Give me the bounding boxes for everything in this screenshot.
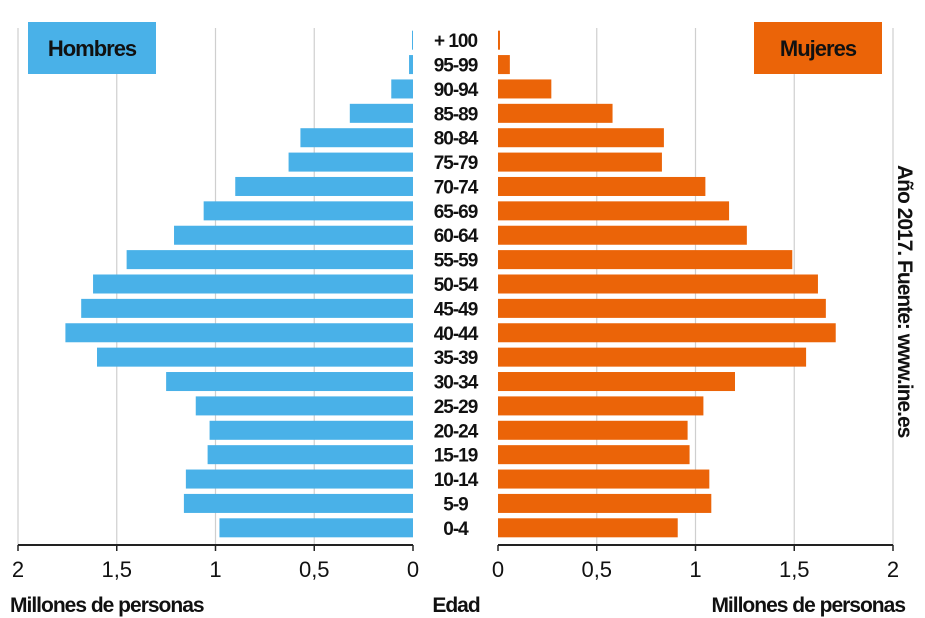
female-bar — [498, 396, 704, 416]
male-bar — [81, 298, 413, 318]
legend-hombres-label: Hombres — [48, 36, 137, 61]
age-label: + 100 — [434, 31, 478, 52]
male-bar — [235, 176, 413, 196]
female-bar — [498, 445, 690, 465]
female-bar — [498, 372, 735, 392]
female-bar — [498, 103, 613, 123]
male-bar — [174, 225, 413, 245]
age-label: 10-14 — [434, 470, 479, 491]
female-bar — [498, 201, 730, 221]
age-label: 75-79 — [434, 153, 478, 174]
age-label: 50-54 — [434, 275, 479, 296]
female-bar — [498, 79, 552, 99]
male-bar — [203, 201, 413, 221]
female-bar — [498, 469, 710, 489]
male-bar — [219, 518, 413, 538]
age-label: 30-34 — [434, 373, 479, 394]
age-label: 40-44 — [434, 324, 479, 345]
male-bar — [195, 396, 413, 416]
left-x-ticks: 2 1,5 1 0,5 0 — [12, 545, 419, 582]
female-bar — [498, 420, 688, 440]
age-label: 90-94 — [434, 80, 479, 101]
female-bar — [498, 55, 510, 75]
age-label: 5-9 — [443, 494, 468, 515]
age-label: 55-59 — [434, 251, 478, 272]
male-bar — [391, 79, 413, 99]
x-tick-label: 1,5 — [101, 557, 132, 582]
x-tick-label: 0 — [492, 557, 504, 582]
female-bar — [498, 298, 826, 318]
right-x-ticks: 0 0,5 1 1,5 2 — [492, 545, 899, 582]
legend-hombres-box — [28, 22, 156, 74]
source-note: Año 2017. Fuente: www.ine.es — [893, 165, 916, 438]
female-bar — [498, 347, 807, 367]
male-bar — [207, 445, 413, 465]
x-tick-label: 0,5 — [581, 557, 612, 582]
age-label: 35-39 — [434, 348, 478, 369]
age-label: 80-84 — [434, 129, 479, 150]
age-label: 20-24 — [434, 421, 479, 442]
male-bar — [126, 250, 413, 270]
age-label: 85-89 — [434, 104, 478, 125]
male-bar — [349, 103, 413, 123]
female-bar — [498, 176, 706, 196]
male-bar — [300, 128, 413, 148]
female-bars — [498, 30, 836, 538]
x-tick-label: 1 — [209, 557, 221, 582]
male-bar — [288, 152, 413, 172]
male-bar — [185, 469, 413, 489]
female-bar — [498, 128, 664, 148]
age-label: 70-74 — [434, 177, 479, 198]
age-label: 15-19 — [434, 446, 478, 467]
legend-mujeres-label: Mujeres — [780, 36, 857, 61]
male-bar — [166, 372, 413, 392]
age-label: 95-99 — [434, 56, 478, 77]
male-bar — [65, 323, 414, 343]
age-label: 60-64 — [434, 226, 479, 247]
x-tick-label: 2 — [887, 557, 899, 582]
x-tick-label: 1 — [689, 557, 701, 582]
female-bar — [498, 274, 818, 294]
male-bar — [183, 493, 413, 513]
legend-hombres: Hombres — [28, 22, 156, 74]
female-bar — [498, 493, 712, 513]
male-bar — [93, 274, 414, 294]
legend-mujeres-box — [754, 22, 882, 74]
female-bar — [498, 518, 678, 538]
male-bar — [412, 30, 413, 50]
female-bar — [498, 30, 500, 50]
male-bars — [65, 30, 414, 538]
female-bar — [498, 250, 793, 270]
male-bar — [409, 55, 413, 75]
female-bar — [498, 323, 836, 343]
x-tick-label: 1,5 — [779, 557, 810, 582]
x-tick-label: 0,5 — [299, 557, 330, 582]
x-tick-label: 0 — [407, 557, 419, 582]
male-bar — [209, 420, 413, 440]
x-tick-label: 2 — [12, 557, 24, 582]
age-label: 0-4 — [443, 519, 469, 540]
age-labels: 0-4 5-9 10-14 15-19 20-24 25-29 30-34 35-39 40-4… — [434, 31, 480, 540]
x-axis-title-left: Millones de personas — [10, 594, 204, 617]
x-axis-title-right: Millones de personas — [711, 594, 905, 617]
age-label: 45-49 — [434, 299, 478, 320]
age-label: 25-29 — [434, 397, 478, 418]
male-bar — [97, 347, 413, 367]
female-bar — [498, 225, 747, 245]
x-axis-title-center: Edad — [432, 594, 480, 617]
female-bar — [498, 152, 662, 172]
legend-mujeres: Mujeres — [754, 22, 882, 74]
age-label: 65-69 — [434, 202, 478, 223]
